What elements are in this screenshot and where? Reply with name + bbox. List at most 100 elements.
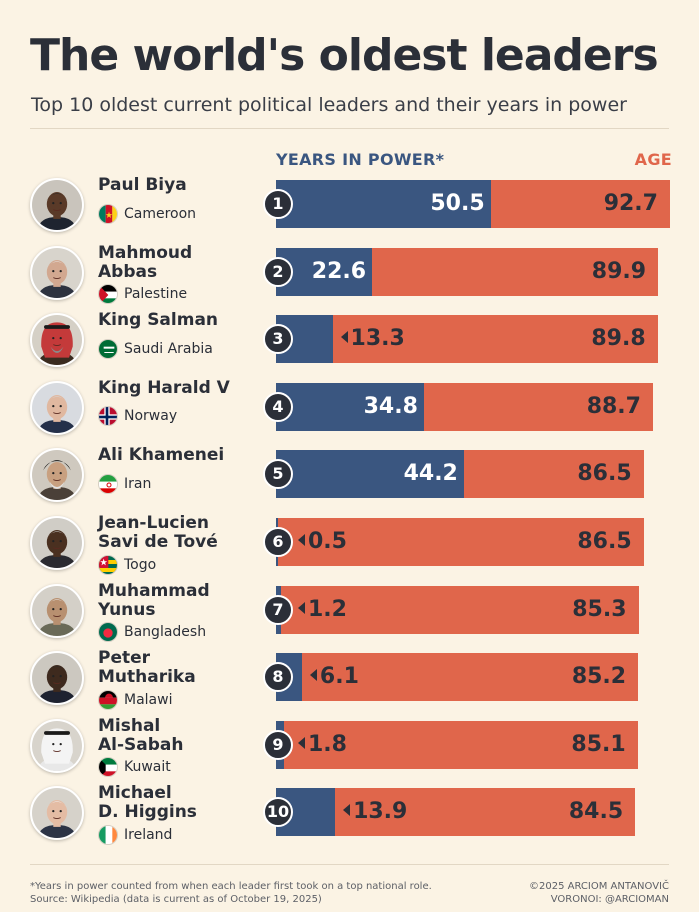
bar-group: 7 1.2 85.3: [263, 585, 639, 634]
leader-country: Saudi Arabia: [98, 338, 213, 359]
michael-higgins-portrait: [30, 786, 84, 841]
years-in-power-label: 34.8: [364, 383, 418, 431]
years-in-power-label: 6.1: [309, 653, 359, 701]
footnote-definition: *Years in power counted from when each l…: [30, 881, 432, 892]
country-name: Kuwait: [124, 759, 171, 776]
leader-name: Michael D. Higgins: [98, 783, 197, 823]
years-in-power-value: 34.8: [363, 393, 418, 419]
pointer-arrow-icon: [298, 601, 305, 614]
savi-de-tove-portrait: [30, 516, 84, 570]
bangladesh-flag-icon: [98, 622, 118, 643]
years-in-power-value: 44.2: [403, 461, 458, 487]
country-name: Norway: [124, 408, 178, 425]
age-value: 84.5: [568, 799, 624, 825]
leader-country: Malawi: [98, 689, 173, 710]
country-name: Palestine: [124, 286, 188, 303]
pointer-arrow-icon: [343, 804, 351, 817]
leader-name: Paul Biya: [98, 175, 187, 195]
bar-group: 4 34.8 88.7: [263, 382, 653, 431]
leader-country: Cameroon: [98, 203, 197, 224]
age-bar: [276, 653, 639, 702]
bottom-divider: [30, 864, 669, 865]
leader-name: Mishal Al-Sabah: [98, 715, 184, 755]
age-value: 89.9: [591, 258, 647, 284]
leader-row: Paul Biya Cameroon 1 50.5 92.7: [0, 176, 699, 234]
bar-group: 3 13.3 89.8: [263, 315, 658, 364]
country-name: Malawi: [124, 691, 173, 708]
years-in-power-bar: [276, 180, 491, 228]
country-name: Cameroon: [124, 205, 197, 222]
bar-group: 5 44.2 86.5: [263, 450, 644, 499]
ireland-flag-icon: [98, 824, 118, 845]
rank-badge: 9: [263, 729, 293, 760]
years-in-power-bar: [276, 382, 424, 431]
bar-group: 1 50.5 92.7: [263, 180, 670, 228]
pointer-arrow-icon: [298, 736, 305, 749]
age-value: 85.2: [571, 664, 627, 690]
cameroon-flag-icon: [98, 203, 118, 224]
age-value: 89.8: [591, 326, 646, 352]
leader-name: King Harald V: [98, 377, 230, 398]
years-in-power-label: 13.9: [343, 788, 407, 836]
leader-country: Ireland: [98, 824, 172, 845]
leader-country: Kuwait: [98, 757, 171, 778]
leader-row: King Harald V Norway 4 34.8 88.7: [0, 377, 699, 437]
leader-country: Palestine: [98, 284, 188, 305]
rank-badge: 8: [263, 662, 293, 693]
years-in-power-label: 22.6: [312, 248, 366, 296]
years-in-power-value: 0.5: [308, 529, 347, 554]
rank-badge: 5: [263, 459, 293, 490]
mishal-al-sabah-portrait: [30, 718, 84, 773]
country-name: Bangladesh: [124, 624, 207, 641]
bar-group: 6 0.5 86.5: [263, 518, 644, 566]
rank-badge: 10: [263, 797, 293, 828]
bar-group: 8 6.1 85.2: [263, 653, 639, 702]
age-bar: [276, 315, 658, 364]
leader-row: Muhammad Yunus Bangladesh 7 1.2 85.3: [0, 581, 699, 643]
rank-badge: 6: [263, 527, 293, 557]
leader-row: Michael D. Higgins Ireland 10 13.9 84.5: [0, 783, 699, 845]
leader-row: King Salman Saudi Arabia 3 13.3 89.8: [0, 311, 699, 369]
king-salman-portrait: [30, 313, 84, 368]
age-value: 88.7: [586, 393, 641, 419]
age-value: 85.1: [571, 731, 626, 757]
leader-country: Bangladesh: [98, 622, 207, 643]
footnote: *Years in power counted from when each l…: [30, 880, 432, 906]
years-in-power-label: 13.3: [340, 315, 405, 363]
years-in-power-label: 44.2: [404, 450, 458, 498]
ali-khamenei-portrait: [30, 448, 84, 503]
leader-row: Peter Mutharika Malawi 8 6.1 85.2: [0, 648, 699, 710]
leader-name: Peter Mutharika: [98, 648, 196, 688]
pointer-arrow-icon: [298, 534, 305, 546]
rank-badge: 2: [263, 256, 293, 287]
norway-flag-icon: [98, 406, 118, 427]
years-in-power-value: 50.5: [430, 191, 485, 216]
years-in-power-value: 1.8: [308, 731, 347, 757]
leader-country: Togo: [98, 554, 156, 575]
age-value: 85.3: [572, 596, 627, 622]
leader-name: Jean-Lucien Savi de Tové: [98, 513, 218, 552]
years-in-power-bar: [276, 450, 464, 499]
years-in-power-label: 0.5: [298, 518, 347, 566]
years-in-power-value: 13.3: [350, 326, 405, 352]
rank-badge: 3: [263, 324, 293, 355]
saudi-arabia-flag-icon: [98, 338, 118, 359]
years-in-power-value: 22.6: [311, 258, 367, 284]
kuwait-flag-icon: [98, 757, 118, 778]
years-in-power-value: 6.1: [319, 664, 359, 690]
pointer-arrow-icon: [340, 331, 348, 344]
rank-badge: 7: [263, 594, 293, 625]
age-value: 86.5: [577, 529, 632, 554]
leader-name: Mahmoud Abbas: [98, 242, 193, 282]
country-name: Saudi Arabia: [124, 340, 213, 357]
bar-group: 10 13.9 84.5: [263, 788, 636, 837]
togo-flag-icon: [98, 554, 118, 575]
leader-country: Iran: [98, 473, 152, 494]
leader-name: Ali Khamenei: [98, 445, 225, 466]
muhammad-yunus-portrait: [30, 583, 84, 638]
credit-voronoi: VORONOI: @ARCIOMAN: [550, 894, 669, 905]
leader-row: Ali Khamenei Iran 5 44.2 86.5: [0, 446, 699, 504]
credit: ©2025 ARCIOM ANTANOVIČ VORONOI: @ARCIOMA…: [529, 880, 669, 906]
country-name: Iran: [124, 475, 152, 492]
age-bar: [276, 585, 639, 634]
